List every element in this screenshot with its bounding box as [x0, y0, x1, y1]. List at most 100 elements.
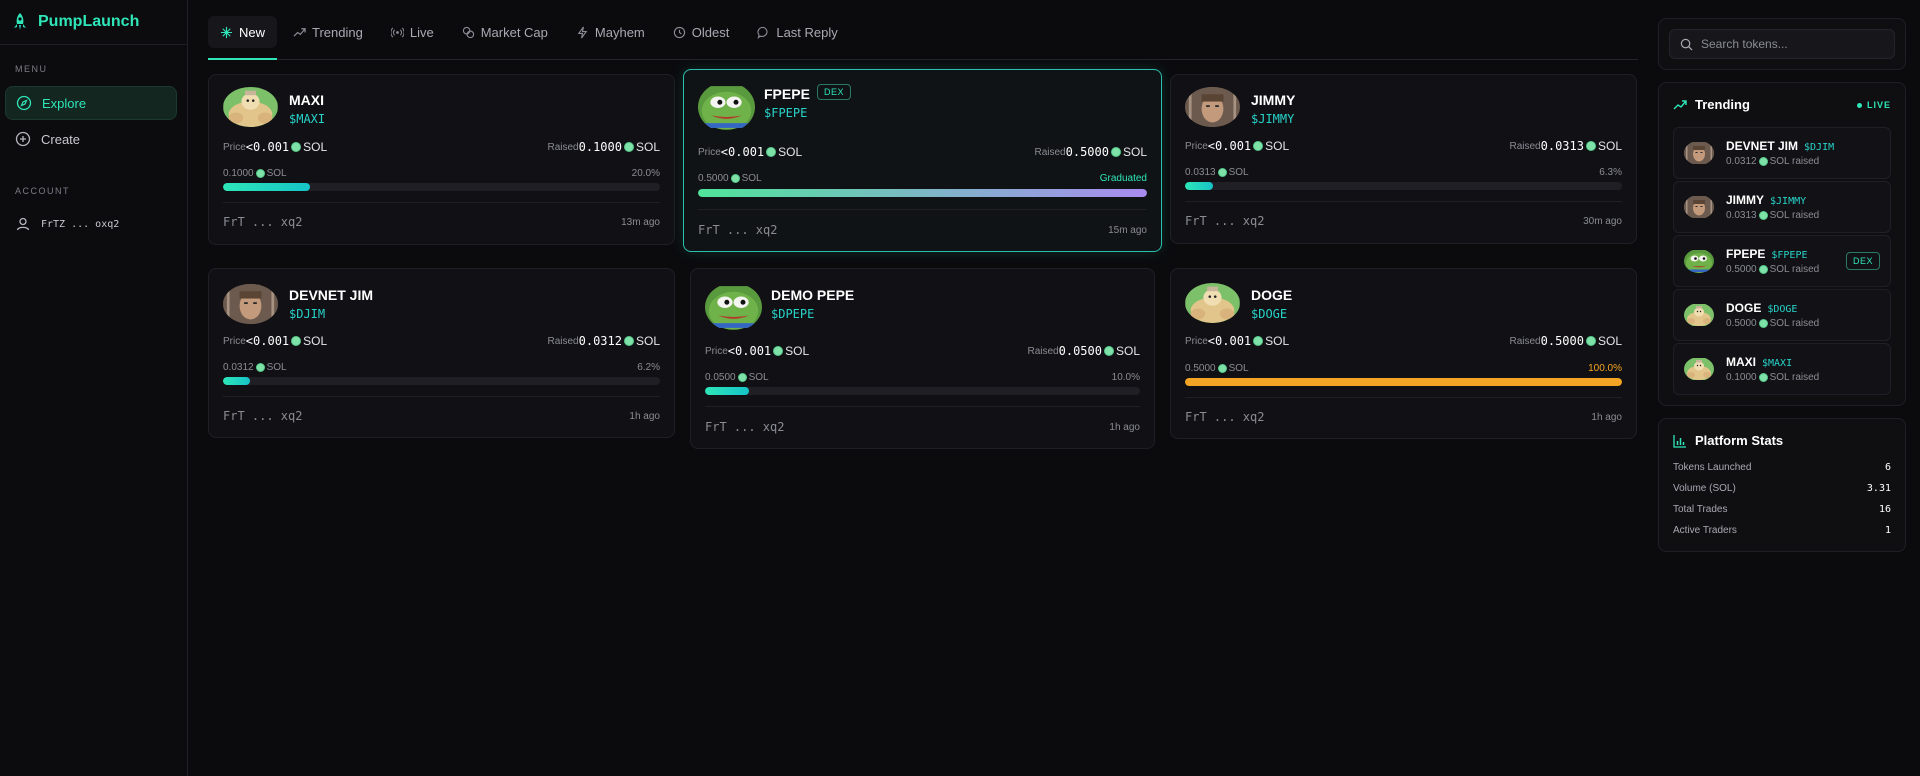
token-name: JIMMY [1251, 92, 1296, 108]
progress-amount: 0.1000 [223, 168, 254, 179]
card-footer: FrT ... xq2 1h ago [1185, 410, 1622, 424]
raised-unit: SOL [1115, 344, 1140, 358]
sol-icon [1585, 141, 1596, 151]
live-indicator: LIVE [1856, 100, 1891, 110]
progress-row: 0.5000 SOL 100.0% [1185, 363, 1622, 374]
raised-label: Raised [1509, 335, 1541, 347]
search-icon [1680, 38, 1693, 50]
token-card-devnet-jim[interactable]: DEVNET JIM $DJIM Price <0.001 SOL Raised… [208, 268, 675, 438]
raised-suffix: SOL raised [1769, 156, 1820, 167]
created-time: 1h ago [1591, 411, 1622, 423]
sol-icon [1217, 364, 1227, 373]
progress-unit: SOL [266, 168, 287, 179]
trending-title-text: Trending [1695, 97, 1750, 112]
bonding-progress-bar [698, 189, 1147, 197]
progress-amount: 0.0312 [223, 362, 254, 373]
progress-amount: 0.5000 [1185, 363, 1216, 374]
trending-item[interactable]: MAXI $MAXI 0.1000 SOL raised [1673, 343, 1891, 395]
card-footer: FrT ... xq2 15m ago [698, 223, 1147, 237]
filter-tabs: New Trending Live Market Cap Mayhem Olde… [208, 16, 1638, 60]
chat-icon [757, 26, 768, 39]
sol-icon [1758, 157, 1768, 166]
raised-unit: SOL [1597, 139, 1622, 153]
sidebar-item-create[interactable]: Create [5, 122, 177, 156]
token-avatar [1684, 141, 1714, 165]
token-card-jimmy[interactable]: JIMMY $JIMMY Price <0.001 SOL Raised 0.0… [1170, 74, 1637, 244]
raised-unit: SOL [635, 334, 660, 348]
stat-value: 3.31 [1866, 483, 1891, 494]
price-unit: SOL [303, 140, 328, 154]
price-label: Price [1185, 140, 1208, 152]
trending-raised: 0.1000 SOL raised [1726, 372, 1819, 383]
raised-unit: SOL [1597, 334, 1622, 348]
sol-icon [773, 346, 784, 356]
sidebar-item-label: Explore [42, 95, 87, 111]
price-value: <0.001 [720, 145, 765, 159]
creator-address: FrT ... xq2 [223, 409, 303, 423]
live-label: LIVE [1866, 100, 1891, 110]
price-unit: SOL [303, 334, 328, 348]
card-footer: FrT ... xq2 1h ago [223, 409, 660, 423]
price-label: Price [223, 335, 246, 347]
progress-row: 0.0312 SOL 6.2% [223, 362, 660, 373]
token-card-doge[interactable]: DOGE $DOGE Price <0.001 SOL Raised 0.500… [1170, 268, 1637, 439]
app-name: PumpLaunch [38, 13, 140, 30]
account-section-label: ACCOUNT [15, 186, 70, 196]
sparkle-icon [220, 26, 233, 38]
bonding-progress-bar [223, 377, 660, 385]
token-name: DOGE [1251, 287, 1293, 303]
tab-last-reply[interactable]: Last Reply [745, 16, 849, 48]
trending-item[interactable]: DOGE $DOGE 0.5000 SOL raised [1673, 289, 1891, 341]
price-value: <0.001 [245, 140, 290, 154]
trending-item[interactable]: JIMMY $JIMMY 0.0313 SOL raised [1673, 181, 1891, 233]
trending-raised: 0.5000 SOL raised [1726, 264, 1819, 275]
search-input[interactable] [1701, 37, 1881, 51]
price-row: Price <0.001 SOL Raised 0.5000 SOL [1185, 334, 1622, 348]
sol-icon [291, 336, 302, 346]
progress-fill [1185, 378, 1622, 386]
brand[interactable]: PumpLaunch [0, 0, 187, 45]
tab-mayhem[interactable]: Mayhem [564, 16, 657, 48]
stats-title-text: Platform Stats [1695, 433, 1784, 448]
sidebar-item-explore[interactable]: Explore [5, 86, 177, 120]
creator-address: FrT ... xq2 [223, 215, 303, 229]
tab-new[interactable]: New [208, 16, 278, 60]
trending-title: Trending [1673, 97, 1750, 112]
trending-item[interactable]: DEVNET JIM $DJIM 0.0312 SOL raised [1673, 127, 1891, 179]
progress-row: 0.5000 SOL Graduated [698, 173, 1147, 184]
price-unit: SOL [1265, 139, 1290, 153]
trending-item[interactable]: FPEPE $FPEPE 0.5000 SOL raised DEX [1673, 235, 1891, 287]
tab-oldest[interactable]: Oldest [661, 16, 742, 48]
token-symbol: $DPEPE [771, 307, 815, 321]
token-symbol: $JIMMY [1251, 112, 1295, 126]
card-footer: FrT ... xq2 30m ago [1185, 214, 1622, 228]
progress-row: 0.0313 SOL 6.3% [1185, 167, 1622, 178]
bonding-progress-bar [1185, 378, 1622, 386]
token-name: DEVNET JIM [289, 287, 374, 303]
sol-icon [623, 336, 634, 346]
stat-label: Tokens Launched [1673, 462, 1752, 473]
tab-live[interactable]: Live [379, 16, 446, 48]
trending-name: DEVNET JIM $DJIM [1726, 139, 1834, 153]
tab-market-cap[interactable]: Market Cap [450, 16, 560, 48]
sol-icon [1758, 211, 1768, 220]
token-name: MAXI [1726, 355, 1756, 369]
created-time: 30m ago [1583, 215, 1622, 227]
token-card-fpepe[interactable]: FPEPE DEX $FPEPE Price <0.001 SOL Raised… [683, 69, 1162, 252]
progress-fill [698, 189, 1147, 197]
stat-value: 6 [1884, 462, 1891, 473]
search-box[interactable] [1669, 29, 1895, 59]
sol-icon [1253, 336, 1264, 346]
token-card-demo-pepe[interactable]: DEMO PEPE $DPEPE Price <0.001 SOL Raised… [690, 268, 1155, 449]
token-card-maxi[interactable]: MAXI $MAXI Price <0.001 SOL Raised 0.100… [208, 74, 675, 245]
progress-unit: SOL [748, 372, 769, 383]
tab-trending[interactable]: Trending [281, 16, 375, 48]
tab-label: New [239, 24, 266, 40]
raised-value: 0.0312 [1726, 156, 1757, 167]
token-name: DOGE [1726, 301, 1762, 315]
created-time: 1h ago [629, 410, 660, 422]
token-name: MAXI [289, 92, 324, 108]
divider [1185, 397, 1622, 398]
progress-percent: 10.0% [1111, 372, 1140, 383]
account-wallet[interactable]: FrTZ ... oxq2 [5, 207, 177, 241]
